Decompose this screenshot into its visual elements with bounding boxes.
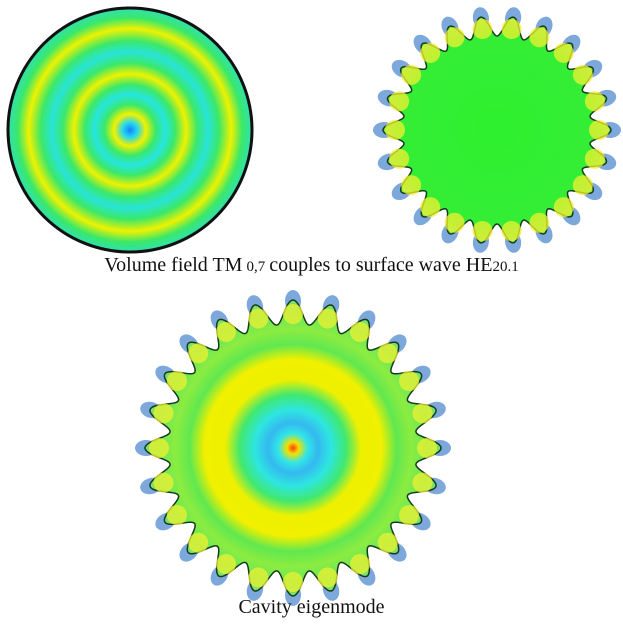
inner-lobe — [445, 27, 465, 47]
inner-lobe — [401, 65, 421, 85]
inner-lobe — [589, 120, 609, 140]
inner-lobe — [149, 438, 169, 458]
inner-lobe — [573, 65, 593, 85]
inner-lobe — [378, 343, 398, 363]
inner-lobe — [318, 309, 338, 329]
inner-lobe — [318, 567, 338, 587]
inner-lobe — [188, 533, 208, 553]
inner-lobe — [472, 19, 492, 39]
volume-field — [8, 8, 252, 252]
inner-lobe — [554, 197, 574, 217]
caption-subscript: 20.1 — [492, 259, 518, 275]
cavity-body — [383, 17, 611, 243]
inner-lobe — [420, 43, 440, 63]
inner-lobe — [399, 371, 419, 391]
inner-lobe — [529, 27, 549, 47]
caption-text: couples to surface wave HE — [269, 254, 492, 276]
inner-lobe — [417, 438, 437, 458]
inner-lobe — [502, 221, 522, 241]
inner-lobe — [154, 403, 174, 423]
inner-lobe — [412, 403, 432, 423]
inner-lobe — [585, 149, 605, 169]
inner-lobe — [554, 43, 574, 63]
inner-lobe — [248, 309, 268, 329]
inner-lobe — [401, 175, 421, 195]
inner-lobe — [420, 197, 440, 217]
cavity-body — [145, 300, 441, 596]
inner-lobe — [167, 505, 187, 525]
inner-lobe — [216, 554, 236, 574]
caption-bottom: Cavity eigenmode — [0, 596, 623, 619]
inner-lobe — [573, 175, 593, 195]
inner-lobe — [283, 304, 303, 324]
inner-lobe — [412, 473, 432, 493]
inner-lobe — [385, 120, 405, 140]
inner-lobe — [283, 572, 303, 592]
inner-lobe — [585, 91, 605, 111]
inner-lobe — [378, 533, 398, 553]
inner-lobe — [154, 473, 174, 493]
inner-lobe — [350, 322, 370, 342]
inner-lobe — [445, 213, 465, 233]
inner-lobe — [502, 19, 522, 39]
field-plots — [0, 0, 623, 625]
inner-lobe — [472, 221, 492, 241]
caption-text: Volume field TM — [104, 254, 242, 276]
inner-lobe — [167, 371, 187, 391]
inner-lobe — [389, 149, 409, 169]
inner-lobe — [216, 322, 236, 342]
inner-lobe — [350, 554, 370, 574]
caption-subscript: 0,7 — [246, 259, 265, 275]
inner-lobe — [188, 343, 208, 363]
inner-lobe — [389, 91, 409, 111]
inner-lobe — [248, 567, 268, 587]
inner-lobe — [399, 505, 419, 525]
inner-lobe — [529, 213, 549, 233]
figure: Volume field TM0,7couples to surface wav… — [0, 0, 623, 625]
